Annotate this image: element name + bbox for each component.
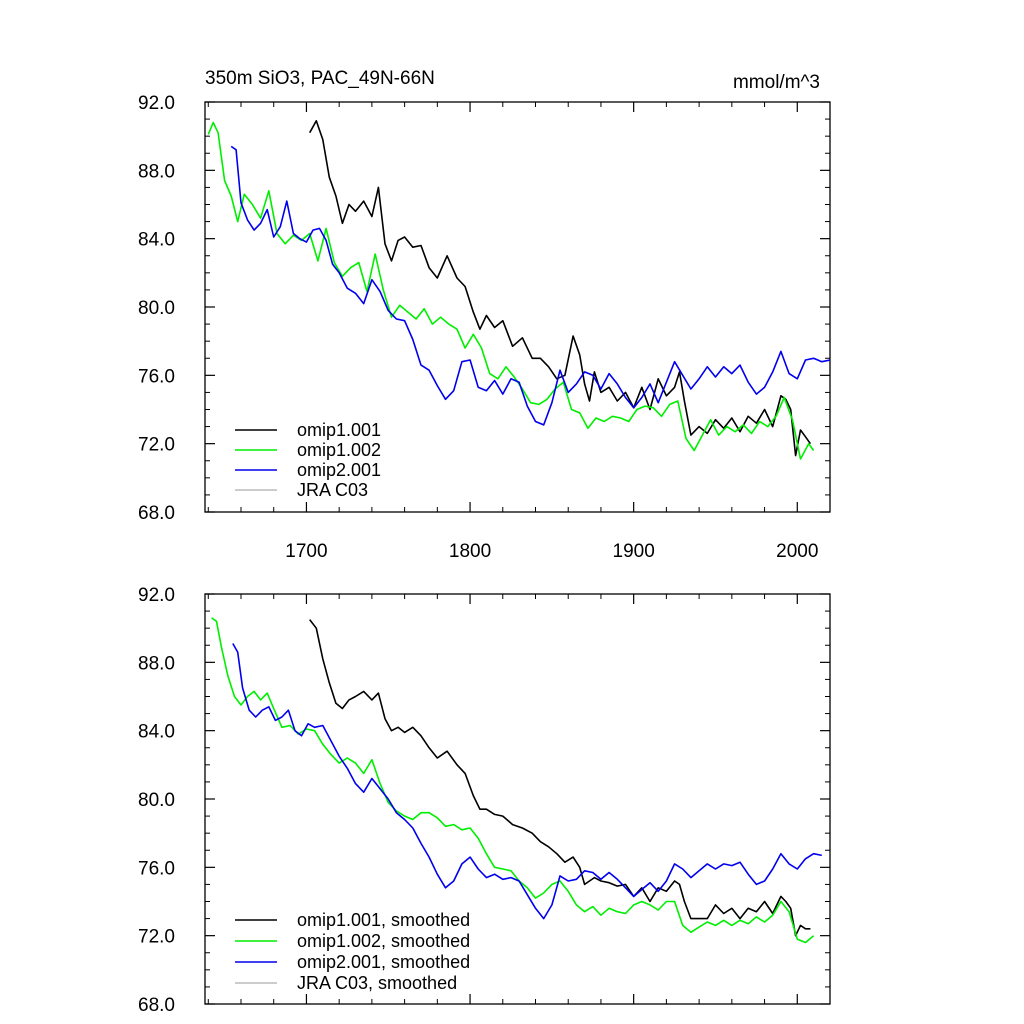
y-tick-label: 88.0 <box>138 653 175 674</box>
series-line-2 <box>232 643 822 920</box>
legend-label: JRA C03, smoothed <box>297 973 457 993</box>
legend-label: omip2.001 <box>297 460 381 480</box>
legend-label: JRA C03 <box>297 480 368 500</box>
y-tick-label: 76.0 <box>138 366 175 387</box>
series-line-0 <box>309 619 811 937</box>
y-tick-label: 92.0 <box>138 93 175 114</box>
y-tick-label: 92.0 <box>138 585 175 606</box>
legend-label: omip2.001, smoothed <box>297 952 470 972</box>
x-tick-label: 2000 <box>776 541 818 562</box>
y-tick-label: 68.0 <box>138 995 175 1016</box>
y-tick-label: 76.0 <box>138 858 175 879</box>
y-tick-label: 88.0 <box>138 161 175 182</box>
x-tick-label: 1800 <box>449 541 491 562</box>
y-tick-label: 80.0 <box>138 298 175 319</box>
y-tick-label: 84.0 <box>138 230 175 251</box>
y-tick-label: 80.0 <box>138 790 175 811</box>
series-line-1 <box>207 121 815 460</box>
x-tick-label: 1900 <box>613 541 655 562</box>
top-panel: 68.0 72.0 76.0 80.0 84.0 88.0 92.0 1700 1800 1900… <box>138 68 831 562</box>
legend-label: omip1.002 <box>297 440 381 460</box>
series-line-2 <box>230 145 830 426</box>
legend-label: omip1.001 <box>297 420 381 440</box>
legend-label: omip1.001, smoothed <box>297 910 470 930</box>
y-tick-label: 72.0 <box>138 435 175 456</box>
bottom-panel: 68.0 72.0 76.0 80.0 84.0 88.0 92.0 omip1.001, s… <box>138 585 831 1016</box>
y-tick-label: 72.0 <box>138 927 175 948</box>
y-tick-label: 84.0 <box>138 722 175 743</box>
series-line-1 <box>211 617 815 944</box>
legend-label: omip1.002, smoothed <box>297 931 470 951</box>
y-tick-label: 68.0 <box>138 503 175 524</box>
chart-title: 350m SiO3, PAC_49N-66N <box>205 68 435 89</box>
series-line-0 <box>309 120 812 457</box>
x-tick-label: 1700 <box>285 541 327 562</box>
units-label: mmol/m^3 <box>733 72 820 93</box>
